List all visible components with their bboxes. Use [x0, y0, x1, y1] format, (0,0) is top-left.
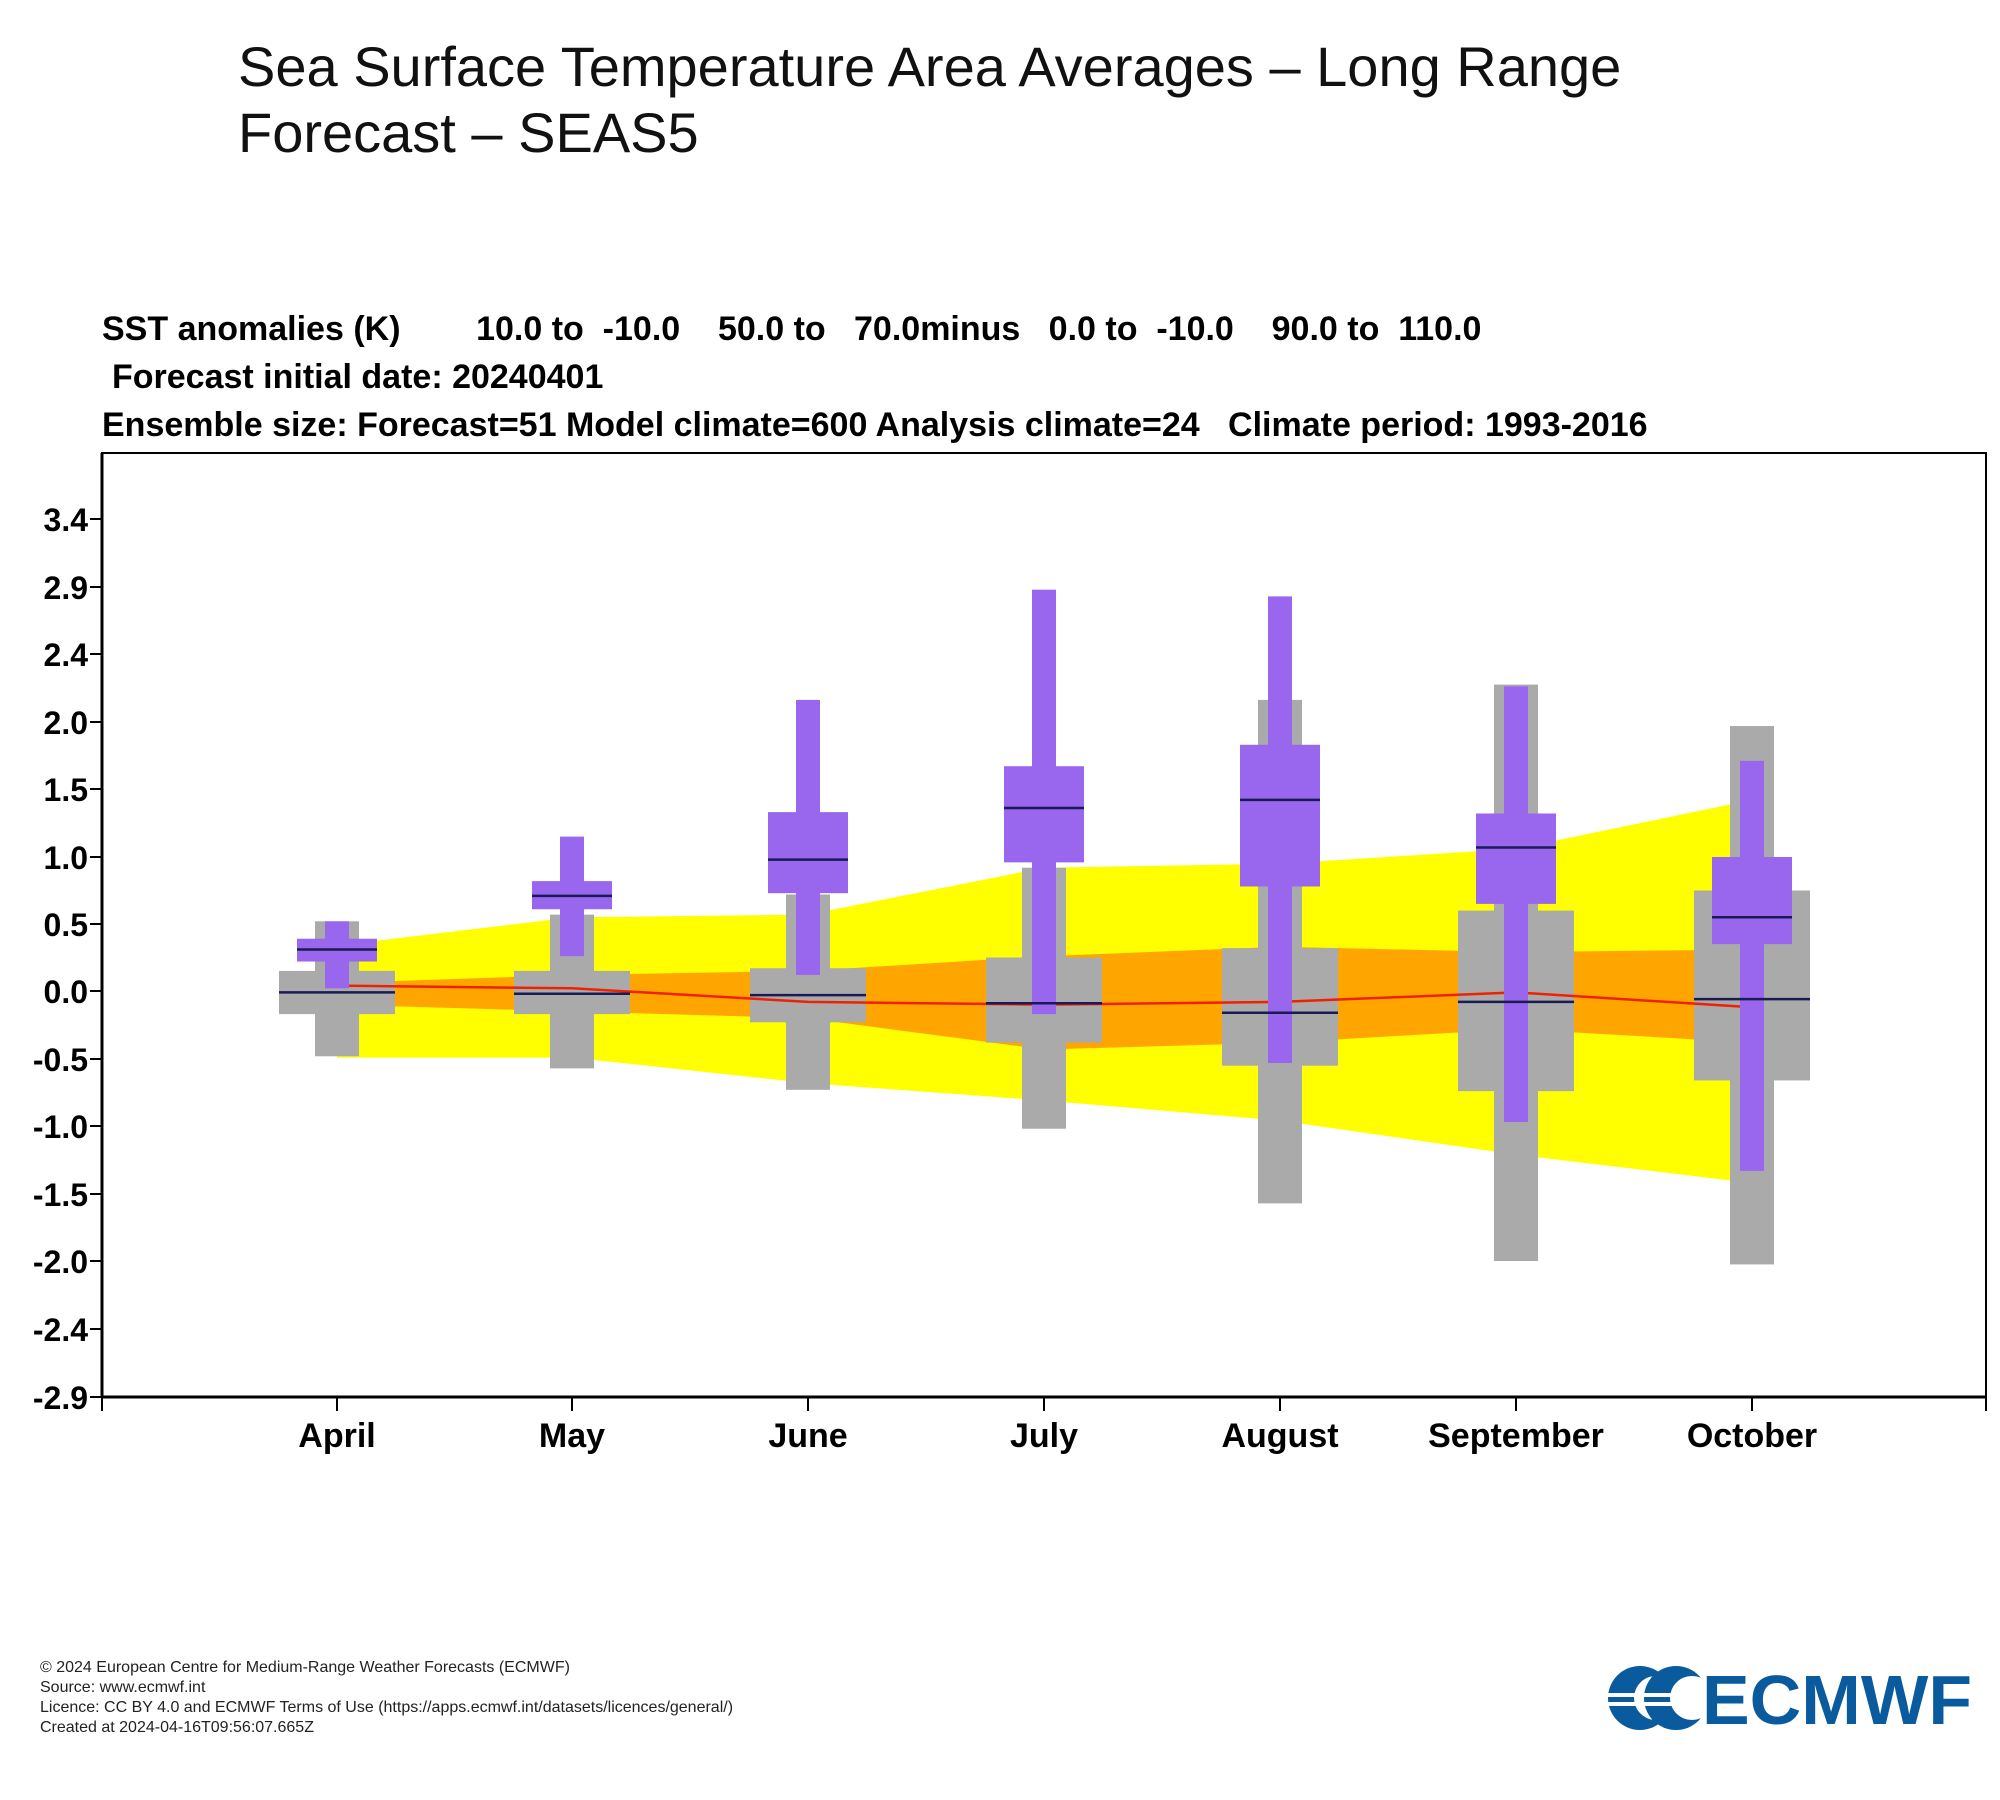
- y-tick-label: 0.5: [44, 907, 88, 943]
- y-tick-label: -2.9: [33, 1380, 88, 1416]
- y-tick-label: 1.5: [44, 772, 88, 808]
- footer: © 2024 European Centre for Medium-Range …: [40, 1658, 733, 1738]
- footer-created: Created at 2024-04-16T09:56:07.665Z: [40, 1719, 314, 1736]
- page-title: Sea Surface Temperature Area Averages – …: [238, 35, 1622, 164]
- y-tick-label: -1.5: [33, 1177, 88, 1213]
- forecast-box-june: [768, 812, 848, 894]
- footer-source: Source: www.ecmwf.int: [40, 1679, 206, 1696]
- y-tick-label: 2.0: [44, 705, 88, 741]
- y-tick-label: 3.4: [44, 502, 89, 538]
- y-tick-label: 2.9: [44, 570, 88, 606]
- forecast-box-august: [1240, 744, 1320, 887]
- footer-copyright: © 2024 European Centre for Medium-Range …: [40, 1659, 570, 1676]
- forecast-whisker-october: [1740, 760, 1764, 1171]
- forecast-box-july: [1004, 766, 1084, 863]
- ecmwf-logo-text: ECMWF: [1702, 1662, 1972, 1734]
- y-tick-label: 0.0: [44, 974, 88, 1010]
- y-tick-label: 1.0: [44, 840, 88, 876]
- forecast-box-october: [1712, 857, 1792, 945]
- chart-axes: 3.4 2.9 2.4 2.0 1.5 1.0 0.5 0.0 -0.5 -1.0 -1.5 -2.0…: [33, 453, 1987, 1455]
- x-tick-label-may: May: [539, 1417, 605, 1455]
- sst-chart: SST anomalies (K) 10.0 to -10.0 50.0 to …: [33, 310, 1987, 1455]
- y-tick-label: -1.0: [33, 1109, 88, 1145]
- forecast-box-september: [1476, 813, 1556, 904]
- chart-header-line3: Ensemble size: Forecast=51 Model climate…: [102, 406, 1648, 444]
- y-tick-label: 2.4: [44, 637, 89, 673]
- median-marks: [279, 798, 1810, 1015]
- chart-header: SST anomalies (K) 10.0 to -10.0 50.0 to …: [102, 310, 1648, 444]
- footer-licence: Licence: CC BY 4.0 and ECMWF Terms of Us…: [40, 1699, 734, 1716]
- forecast-whisker-september: [1504, 686, 1528, 1122]
- y-tick-label: -2.4: [33, 1312, 88, 1348]
- x-tick-label-september: September: [1428, 1417, 1604, 1455]
- x-tick-label-august: August: [1221, 1417, 1338, 1455]
- y-tick-label: -0.5: [33, 1042, 88, 1078]
- x-tick-label-june: June: [768, 1417, 847, 1455]
- x-tick-label-april: April: [298, 1417, 375, 1455]
- ecmwf-logo: ECMWF: [1604, 1662, 1972, 1734]
- y-tick-label: -2.0: [33, 1244, 88, 1280]
- chart-header-line2: Forecast initial date: 20240401: [112, 358, 603, 396]
- chart-header-line1: SST anomalies (K) 10.0 to -10.0 50.0 to …: [102, 310, 1481, 348]
- x-tick-label-july: July: [1010, 1417, 1078, 1455]
- forecast-boxes: [297, 589, 1792, 1171]
- x-tick-label-october: October: [1687, 1417, 1817, 1455]
- ecmwf-logo-icon: [1604, 1666, 1714, 1730]
